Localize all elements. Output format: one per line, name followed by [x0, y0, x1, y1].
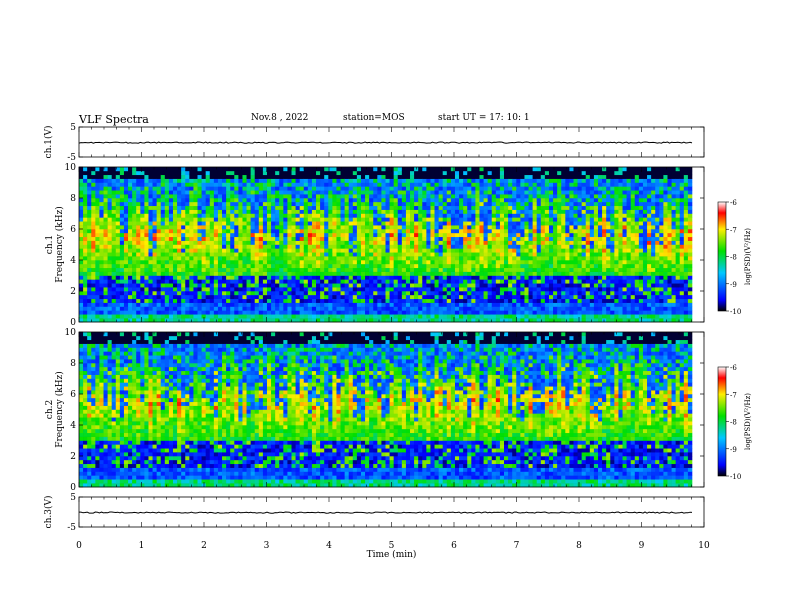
y-tick-label: 5	[70, 123, 76, 133]
y-tick-label: -5	[67, 153, 76, 163]
colorbar-label: log(PSD)(V²/Hz)	[744, 393, 752, 450]
figure-title: VLF Spectra	[79, 113, 149, 126]
x-tick-label: 3	[264, 541, 270, 551]
x-tick-label: 1	[139, 541, 145, 551]
y-tick-label: 2	[70, 287, 76, 297]
y-tick-label: 6	[70, 390, 76, 400]
y-tick-label: 4	[70, 256, 76, 266]
y-tick-label: 2	[70, 452, 76, 462]
voltage-trace	[79, 511, 693, 514]
colorbar-tick-label: -7	[730, 226, 737, 234]
y-tick-label: 5	[70, 493, 76, 503]
y-axis-label: ch.1(V)	[43, 126, 54, 159]
start-time-label: start UT = 17: 10: 1	[438, 113, 530, 123]
y-axis-label: ch.3(V)	[43, 496, 54, 529]
station-label: station=MOS	[343, 113, 405, 123]
y-tick-label: 10	[65, 163, 77, 173]
colorbar-tick-label: -7	[730, 391, 737, 399]
colorbar-tick-label: -6	[730, 364, 737, 372]
y-axis-label: Frequency (kHz)	[54, 371, 65, 448]
spectrogram-cells	[79, 332, 693, 488]
y-tick-label: 8	[70, 359, 76, 369]
y-tick-label: 6	[70, 225, 76, 235]
colorbar-tick-label: -6	[730, 199, 737, 207]
colorbar-tick-label: -10	[730, 308, 741, 316]
y-tick-label: 10	[65, 328, 77, 338]
x-tick-label: 4	[326, 541, 332, 551]
voltage-trace	[78, 141, 693, 144]
y-tick-label: 8	[70, 194, 76, 204]
y-tick-label: 4	[70, 421, 76, 431]
x-axis-label: Time (min)	[367, 549, 417, 560]
colorbar	[717, 201, 727, 312]
x-tick-label: 7	[514, 541, 520, 551]
y-axis-label-channel: ch.2	[45, 400, 55, 419]
colorbar-tick-label: -10	[730, 473, 741, 481]
y-tick-label: -5	[67, 523, 76, 533]
colorbar-tick-label: -9	[730, 446, 737, 454]
x-tick-label: 0	[76, 541, 82, 551]
spectrogram-cells	[79, 167, 693, 323]
colorbar-tick-label: -9	[730, 281, 737, 289]
x-tick-label: 5	[389, 541, 395, 551]
colorbar-tick-label: -8	[730, 419, 737, 427]
x-tick-label: 10	[698, 541, 710, 551]
colorbar	[717, 366, 727, 477]
y-tick-label: 0	[70, 483, 76, 493]
y-axis-label: Frequency (kHz)	[54, 206, 65, 283]
date-label: Nov.8 , 2022	[251, 113, 309, 123]
y-axis-label-channel: ch.1	[45, 235, 55, 254]
x-tick-label: 8	[576, 541, 582, 551]
x-tick-label: 9	[639, 541, 645, 551]
colorbar-tick-label: -8	[730, 254, 737, 262]
x-tick-label: 6	[451, 541, 457, 551]
x-tick-label: 2	[201, 541, 207, 551]
y-tick-label: 0	[70, 318, 76, 328]
colorbar-label: log(PSD)(V²/Hz)	[744, 228, 752, 285]
